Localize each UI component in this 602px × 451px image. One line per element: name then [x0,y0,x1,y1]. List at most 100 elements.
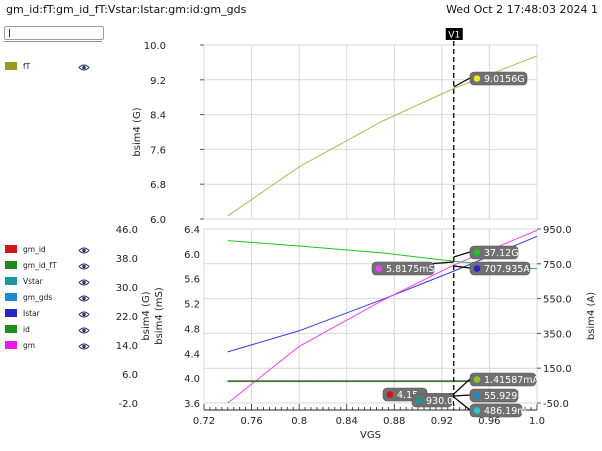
legend-item-gm-id-ft[interactable]: gm_id_fT [5,259,90,271]
y-tick-label: 9.2 [150,76,166,87]
signal-filter-input[interactable] [4,26,104,40]
x-tick-label: 0.96 [478,416,500,427]
y-tick-label: 22.0 [116,312,138,323]
readout-dot [375,265,383,272]
legend-item-vstar[interactable]: Vstar [5,275,90,287]
readout-box [469,261,531,276]
eye-icon[interactable] [78,304,90,323]
y-tick-label: 550.0 [543,295,572,306]
y-tick-label: 46.0 [116,225,138,236]
readout-box [469,372,537,387]
y-tick-label: 4.8 [184,324,200,335]
y-tick-label: 8.4 [150,111,166,122]
series-istar [227,235,538,353]
readout-leader [453,77,471,88]
text-caret [9,29,10,37]
eye-icon[interactable] [78,320,90,339]
datetime-label: Wed Oct 2 17:48:03 2024 1 [446,3,598,16]
readout-dot [386,391,394,398]
y-tick-label: 350.0 [543,329,572,340]
y-tick-label: -50.0 [543,399,569,410]
y-axis-label-top: bsim4 (G) [132,107,143,156]
y-tick-label: 6.8 [150,180,166,191]
legend-label: fT [23,61,31,71]
eye-icon[interactable] [78,336,90,355]
legend-swatch [5,261,17,269]
readout-dot [473,376,481,383]
y-tick-label: 150.0 [543,364,572,375]
legend-swatch [5,62,17,70]
y-tick-label: 7.6 [150,145,166,156]
readout-value: 1.41587mA [484,375,540,386]
y-tick-label: 3.6 [184,399,200,410]
eye-icon[interactable] [78,288,90,307]
readout-box [469,245,519,260]
legend-item-gm-gds[interactable]: gm_gds [5,291,90,303]
readout-value: 37.12G [484,248,519,259]
legend-label: Vstar [23,276,43,286]
legend-item-gm[interactable]: gm [5,339,90,351]
eye-icon[interactable] [78,272,90,291]
readout-leader [453,396,471,411]
y-axis-label-left-inner: bsim4 (mS) [154,287,165,345]
readout-dot [473,392,481,399]
legend-swatch [5,293,17,301]
y-tick-label: 38.0 [116,254,138,265]
readout-dot [473,249,481,256]
legend-item-istar[interactable]: Istar [5,307,90,319]
y-tick-label: 4.0 [184,374,200,385]
legend-label: id [23,324,30,334]
readout-dot [473,407,481,414]
x-tick-label: 0.84 [336,416,358,427]
legend-swatch [5,325,17,333]
readout-leader [453,251,471,258]
legend-item-gm-id[interactable]: gm_id [5,243,90,255]
readout-box [371,261,435,276]
x-tick-label: 0.72 [193,416,215,427]
eye-icon[interactable] [78,256,90,275]
y-tick-label: 6.0 [122,370,138,381]
y-tick-label: 4.4 [184,349,200,360]
divider [4,41,102,42]
eye-icon[interactable] [78,240,90,259]
y-tick-label: 750.0 [543,260,572,271]
x-axis-label: VGS [360,430,381,441]
legend-item-id[interactable]: id [5,323,90,335]
legend-swatch [5,309,17,317]
legend-label: gm_gds [23,292,53,302]
legend-label: gm_id [23,244,46,254]
legend-swatch [5,277,17,285]
legend-label: gm [23,340,36,350]
readout-value: 5.8175mS [386,264,435,275]
readout-box [411,393,453,408]
eye-icon[interactable] [78,57,90,76]
readout-value: 4.15 [397,390,418,401]
readout-box [469,388,519,403]
y-tick-label: 14.0 [116,341,138,352]
y-tick-label: 6.0 [150,215,166,226]
legend-item-ft[interactable]: fT [5,60,90,72]
legend-swatch [5,341,17,349]
readout-value: 486.19m [484,406,527,417]
readout-box [469,403,523,418]
readout-value: 55.929 [484,391,517,402]
cursor-tag [445,28,463,40]
readout-leader [453,265,471,269]
readout-leader [453,394,471,397]
cursor-label: V1 [448,31,460,41]
window-title: gm_id:fT:gm_id_fT:Vstar:Istar:gm:id:gm_g… [6,3,247,16]
readout-dot [415,397,423,404]
y-axis-label-left-outer: bsim4 (G) [141,291,152,340]
y-tick-label: 5.6 [184,275,200,286]
readout-value: 707.935A [484,264,530,275]
readout-box [469,71,528,86]
y-tick-label: 6.0 [184,250,200,261]
y-tick-label: 5.2 [184,300,200,311]
y-tick-label: 30.0 [116,283,138,294]
readout-dot [473,265,481,272]
x-tick-label: 1.0 [529,416,545,427]
y-tick-label: 6.4 [184,225,200,236]
y-axis-label-right: bsim4 (A) [586,292,597,340]
